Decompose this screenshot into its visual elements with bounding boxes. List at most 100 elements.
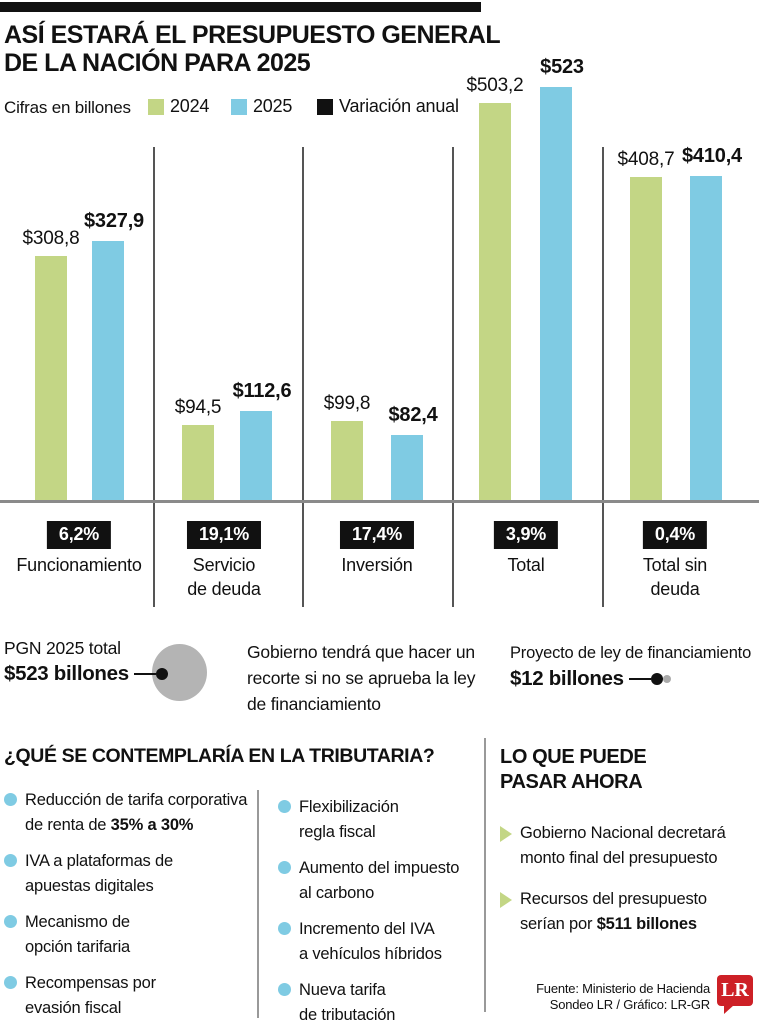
units-note: Cifras en billones (4, 98, 131, 117)
bar-2025-total-sin-deuda (690, 176, 722, 500)
annotation-pgn-total-label: PGN 2025 total (4, 638, 121, 658)
list-item: Nueva tarifa de tributación (278, 978, 483, 1024)
bar-2024-funcionamiento (35, 256, 67, 500)
column-divider (257, 790, 259, 1018)
value-label-2024-total: $503,2 (466, 75, 524, 96)
variation-badge-inversion: 17,4% (339, 521, 415, 549)
category-label-inversion: Inversión (341, 555, 413, 575)
page-title-line2: DE LA NACIÓN PARA 2025 (4, 49, 311, 77)
ahora-items: Gobierno Nacional decretará monto final … (500, 821, 752, 937)
value-label-2024-servicio-de-deuda: $94,5 (174, 397, 222, 418)
category-label-total-sin-deuda: Total sin deuda (642, 555, 708, 599)
annotation-pgn-total-amount-row: $523 billones (4, 662, 244, 686)
chart-group-divider (302, 147, 304, 607)
variation-badge-total: 3,9% (493, 521, 559, 549)
list-item-text: Gobierno Nacional decretará monto final … (520, 824, 726, 867)
category-label-servicio-de-deuda: Servicio de deuda (187, 555, 261, 599)
list-item: Flexibilización regla fiscal (278, 795, 483, 845)
bullet-icon (278, 861, 291, 874)
page-title: ASÍ ESTARÁ EL PRESUPUESTO GENERAL DE LA … (4, 21, 501, 77)
annotation-ley-label: Proyecto de ley de financiamiento (510, 644, 752, 662)
connector-dot-small (662, 675, 671, 683)
list-item-text: Mecanismo de opción tarifaria (25, 913, 131, 956)
legend-label-2024: 2024 (170, 96, 210, 116)
value-label-2025-servicio-de-deuda: $112,6 (232, 380, 292, 402)
legend-item-2025: 2025 (231, 96, 292, 117)
bullet-icon (278, 922, 291, 935)
connector-dot (155, 668, 168, 680)
legend-item-variacion: Variación anual (317, 96, 459, 117)
legend-label-2025: 2025 (253, 96, 293, 116)
bar-2024-inversion (331, 421, 363, 500)
section-ahora: LO QUE PUEDE PASAR AHORA Gobierno Nacion… (500, 745, 752, 953)
connector-line (628, 677, 651, 681)
legend-swatch-2024 (148, 98, 164, 115)
value-label-2024-funcionamiento: $308,8 (22, 228, 80, 249)
list-item: Gobierno Nacional decretará monto final … (500, 821, 752, 871)
category-label-funcionamiento: Funcionamiento (16, 555, 142, 575)
list-item-text: Nueva tarifa de tributación (299, 981, 396, 1024)
bullet-icon (4, 976, 17, 989)
legend-swatch-variacion (317, 98, 333, 115)
bar-2024-servicio-de-deuda (182, 425, 214, 500)
bar-2024-total-sin-deuda (630, 177, 662, 500)
section-title-tributaria: ¿QUÉ SE CONTEMPLARÍA EN LA TRIBUTARIA? (4, 745, 435, 767)
bullet-icon (4, 915, 17, 928)
page-title-line1: ASÍ ESTARÁ EL PRESUPUESTO GENERAL (4, 21, 501, 49)
value-label-2024-inversion: $99,8 (323, 393, 371, 414)
list-item-text: Incremento del IVA a vehículos híbridos (299, 920, 442, 963)
source-line1: Fuente: Ministerio de Hacienda (536, 981, 710, 996)
annotation-recorte-note: Gobierno tendrá que hacer un recorte si … (247, 642, 476, 714)
list-item: Recompensas por evasión fiscal (4, 971, 254, 1021)
value-label-2025-funcionamiento: $327,9 (84, 210, 144, 232)
annotation-ley-financiamiento: Proyecto de ley de financiamiento $12 bi… (510, 642, 759, 691)
connector-line (133, 672, 156, 676)
variation-badge-servicio-de-deuda: 19,1% (186, 521, 262, 549)
value-label-2025-total-sin-deuda: $410,4 (682, 145, 742, 167)
annotation-ley-amount-row: $12 billones (510, 667, 759, 691)
value-label-2025-total: $523 (540, 56, 584, 78)
list-item: Aumento del impuesto al carbono (278, 856, 483, 906)
list-item-bold: 35% a 30% (110, 816, 194, 834)
chart-baseline (0, 500, 759, 503)
list-item: Reducción de tarifa corporativa de renta… (4, 788, 254, 838)
section-title-ahora: LO QUE PUEDE PASAR AHORA (500, 746, 647, 793)
chart-group-divider (452, 147, 454, 607)
source-line2: Sondeo LR / Gráfico: LR-GR (549, 997, 710, 1012)
bar-chart: $308,8 $327,9 6,2% Funcionamiento $94,5 $112,… (0, 56, 759, 607)
bullet-icon (4, 854, 17, 867)
value-label-2025-inversion: $82,4 (388, 404, 438, 426)
legend-swatch-2025 (231, 98, 247, 115)
annotation-pgn-total: PGN 2025 total $523 billones (4, 636, 244, 686)
bar-2025-funcionamiento (92, 241, 124, 500)
list-item: Mecanismo de opción tarifaria (4, 910, 254, 960)
arrow-bullet-icon (500, 826, 512, 842)
tributaria-column-1: Reducción de tarifa corporativa de renta… (4, 788, 254, 1024)
list-item-text: Reducción de tarifa corporativa de renta… (25, 791, 248, 834)
bullet-icon (278, 800, 291, 813)
annotation-pgn-total-amount: $523 billones (4, 662, 129, 685)
list-item-text: Recursos del presupuesto serían por (520, 890, 707, 933)
arrow-bullet-icon (500, 892, 512, 908)
list-item-text: Aumento del impuesto al carbono (299, 859, 460, 902)
chart-group-divider (602, 147, 604, 607)
bullet-icon (4, 793, 17, 806)
variation-badge-funcionamiento: 6,2% (46, 521, 112, 549)
annotation-ley-amount: $12 billones (510, 667, 624, 690)
variation-badge-total-sin-deuda: 0,4% (642, 521, 708, 549)
source-credit: Fuente: Ministerio de Hacienda Sondeo LR… (420, 981, 710, 1013)
section-divider (484, 738, 486, 1012)
list-item-text: Recompensas por evasión fiscal (25, 974, 156, 1017)
connector-dot (650, 673, 663, 685)
bullet-icon (278, 983, 291, 996)
category-label-total: Total (507, 555, 545, 575)
lr-logo: LR (717, 975, 753, 1014)
list-item-text: Flexibilización regla fiscal (299, 798, 399, 841)
bar-2025-total (540, 87, 572, 500)
list-item: Recursos del presupuesto serían por $511… (500, 887, 752, 937)
list-item-text: IVA a plataformas de apuestas digitales (25, 852, 173, 895)
bar-2025-servicio-de-deuda (240, 411, 272, 500)
list-item: Incremento del IVA a vehículos híbridos (278, 917, 483, 967)
chart-group-divider (153, 147, 155, 607)
top-accent-bar (0, 2, 481, 12)
